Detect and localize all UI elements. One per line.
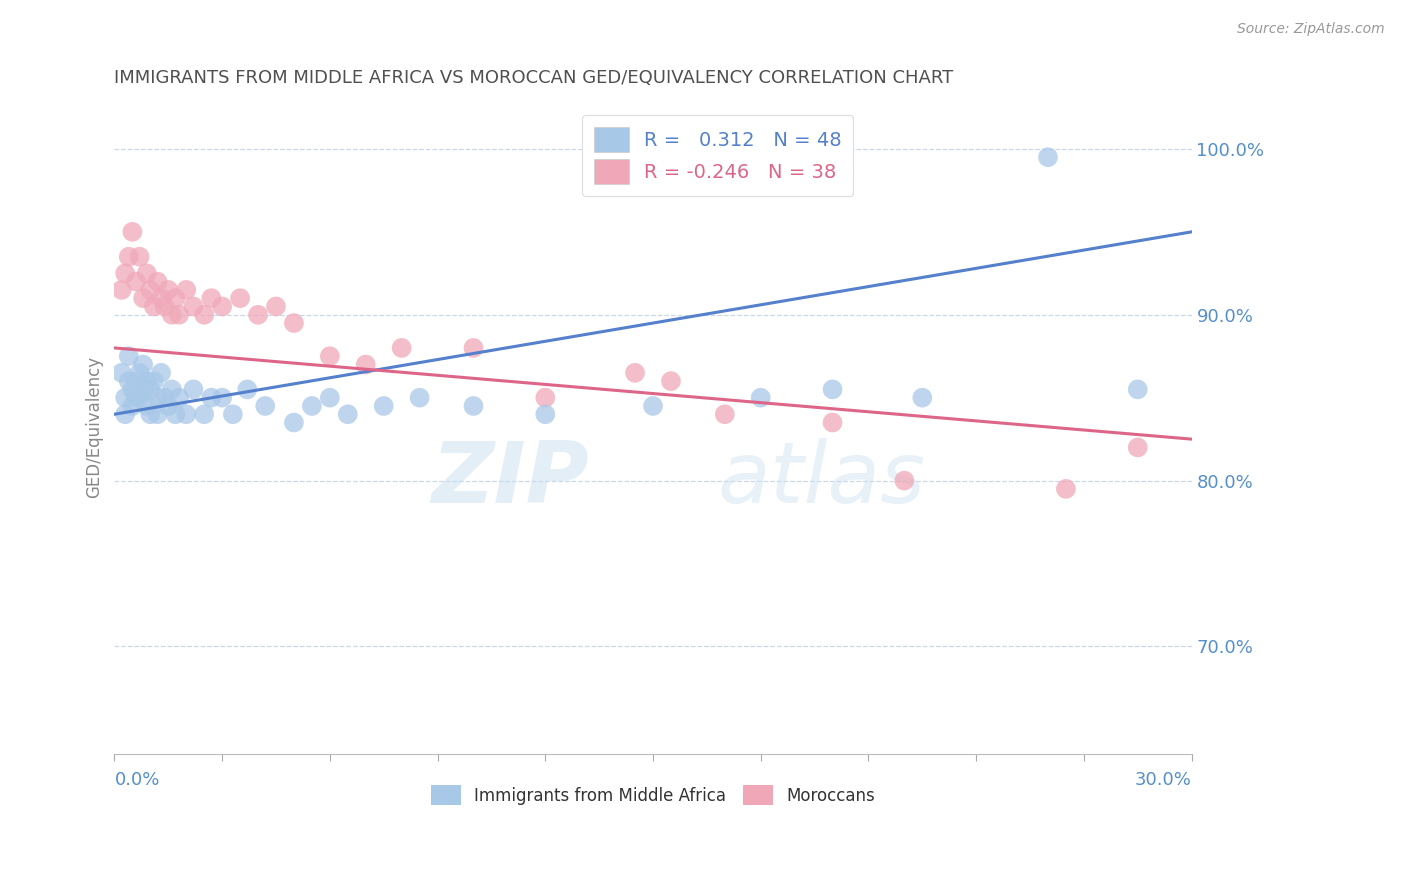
Point xyxy=(160,308,183,322)
Point xyxy=(229,291,252,305)
Point xyxy=(283,316,305,330)
Point xyxy=(157,399,180,413)
Point xyxy=(1126,383,1149,397)
Point xyxy=(165,407,187,421)
Point xyxy=(150,366,173,380)
Point xyxy=(121,383,143,397)
Point xyxy=(160,383,183,397)
Point xyxy=(319,349,342,363)
Point xyxy=(142,374,165,388)
Point xyxy=(146,407,169,421)
Point xyxy=(200,391,222,405)
Text: IMMIGRANTS FROM MIDDLE AFRICA VS MOROCCAN GED/EQUIVALENCY CORRELATION CHART: IMMIGRANTS FROM MIDDLE AFRICA VS MOROCCA… xyxy=(114,69,953,87)
Point xyxy=(167,308,190,322)
Point xyxy=(283,416,305,430)
Point xyxy=(1036,150,1059,164)
Point xyxy=(114,407,136,421)
Point xyxy=(821,416,844,430)
Point xyxy=(157,283,180,297)
Point xyxy=(659,374,682,388)
Text: 0.0%: 0.0% xyxy=(114,771,160,789)
Point xyxy=(121,225,143,239)
Point xyxy=(132,383,155,397)
Text: atlas: atlas xyxy=(717,438,925,521)
Point xyxy=(264,300,287,314)
Point xyxy=(200,291,222,305)
Point xyxy=(534,407,557,421)
Point xyxy=(125,374,148,388)
Point xyxy=(183,300,205,314)
Point xyxy=(222,407,245,421)
Point xyxy=(174,283,197,297)
Point xyxy=(165,291,187,305)
Point xyxy=(236,383,259,397)
Point xyxy=(139,383,162,397)
Point xyxy=(408,391,430,405)
Point xyxy=(135,399,157,413)
Point xyxy=(373,399,395,413)
Point xyxy=(463,399,485,413)
Point xyxy=(714,407,737,421)
Point xyxy=(146,275,169,289)
Legend: Immigrants from Middle Africa, Moroccans: Immigrants from Middle Africa, Moroccans xyxy=(425,779,882,812)
Point xyxy=(146,391,169,405)
Point xyxy=(139,283,162,297)
Point xyxy=(132,291,155,305)
Point xyxy=(1126,441,1149,455)
Point xyxy=(135,374,157,388)
Point xyxy=(118,374,141,388)
Point xyxy=(301,399,323,413)
Point xyxy=(110,366,132,380)
Point xyxy=(211,300,233,314)
Point xyxy=(121,399,143,413)
Point xyxy=(125,391,148,405)
Point xyxy=(153,300,176,314)
Point xyxy=(463,341,485,355)
Point xyxy=(193,407,215,421)
Point xyxy=(110,283,132,297)
Point xyxy=(153,391,176,405)
Point xyxy=(183,383,205,397)
Point xyxy=(1054,482,1077,496)
Point xyxy=(893,474,915,488)
Point xyxy=(391,341,413,355)
Point xyxy=(128,250,150,264)
Text: Source: ZipAtlas.com: Source: ZipAtlas.com xyxy=(1237,22,1385,37)
Point xyxy=(128,391,150,405)
Point xyxy=(821,383,844,397)
Point xyxy=(114,266,136,280)
Text: ZIP: ZIP xyxy=(430,438,588,521)
Point xyxy=(749,391,772,405)
Point xyxy=(254,399,277,413)
Point xyxy=(624,366,647,380)
Point xyxy=(319,391,342,405)
Point xyxy=(118,250,141,264)
Text: 30.0%: 30.0% xyxy=(1135,771,1192,789)
Point xyxy=(534,391,557,405)
Point xyxy=(132,358,155,372)
Point xyxy=(354,358,377,372)
Point xyxy=(118,349,141,363)
Point xyxy=(247,308,270,322)
Y-axis label: GED/Equivalency: GED/Equivalency xyxy=(86,356,103,498)
Point xyxy=(128,366,150,380)
Point xyxy=(139,407,162,421)
Point xyxy=(193,308,215,322)
Point xyxy=(911,391,934,405)
Point xyxy=(174,407,197,421)
Point xyxy=(641,399,664,413)
Point xyxy=(125,275,148,289)
Point xyxy=(142,300,165,314)
Point xyxy=(114,391,136,405)
Point xyxy=(150,291,173,305)
Point xyxy=(336,407,359,421)
Point xyxy=(167,391,190,405)
Point xyxy=(211,391,233,405)
Point xyxy=(135,266,157,280)
